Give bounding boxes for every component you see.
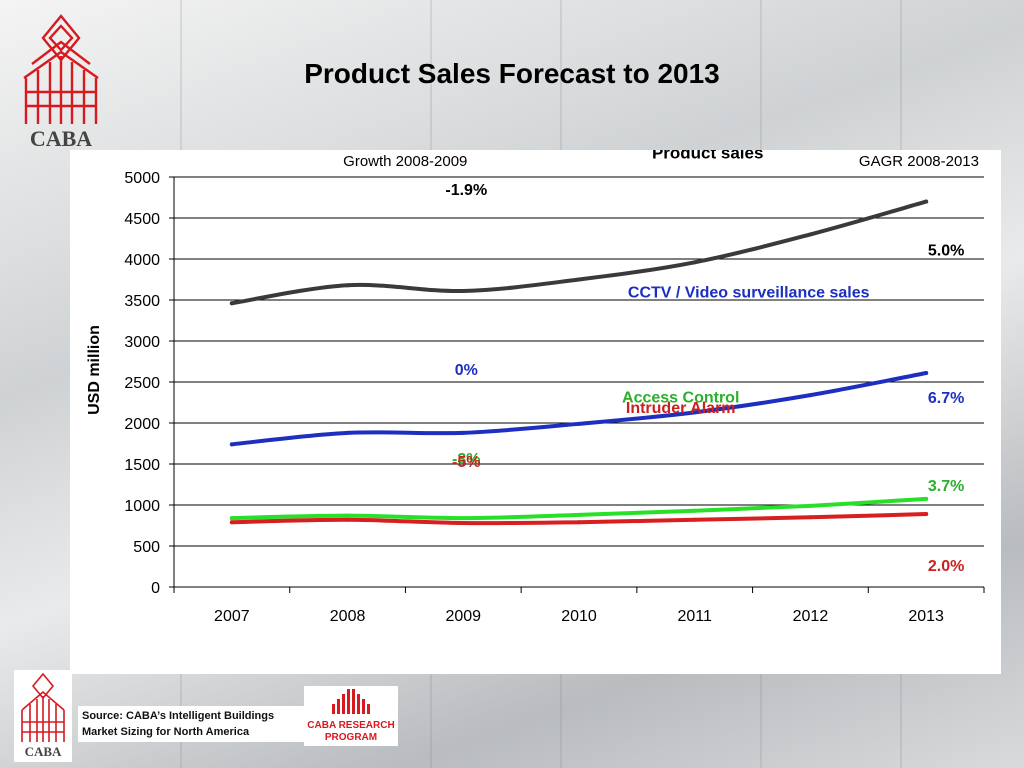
y-tick-label: 3000	[124, 334, 160, 351]
access-control-label: Access Control	[622, 390, 739, 407]
program-line-1: CABA RESEARCH	[307, 720, 395, 731]
logo-wordmark: CABA	[30, 126, 92, 151]
growth-label: 0%	[455, 362, 478, 379]
growth-header: Growth 2008-2009	[343, 153, 467, 170]
y-tick-label: 4500	[124, 211, 160, 228]
data-point	[924, 496, 929, 501]
growth-label: -1.9%	[445, 182, 487, 199]
data-point	[924, 370, 929, 375]
slide-title: Product Sales Forecast to 2013	[304, 58, 720, 89]
data-point	[692, 508, 697, 513]
growth-label: -3%	[452, 451, 480, 468]
growth-label: -5%	[452, 454, 480, 471]
y-tick-label: 2500	[124, 375, 160, 392]
x-tick-label: 2011	[678, 608, 713, 625]
cagr-header: GAGR 2008-2013	[859, 153, 979, 170]
y-tick-label: 3500	[124, 293, 160, 310]
data-point	[229, 516, 234, 521]
data-point	[692, 410, 697, 415]
cagr-label: 5.0%	[928, 243, 964, 260]
source-line-2: Market Sizing for North America	[82, 726, 250, 738]
data-point	[345, 283, 350, 288]
data-point	[461, 521, 466, 526]
data-point	[461, 516, 466, 521]
y-tick-label: 4000	[124, 252, 160, 269]
data-point	[345, 517, 350, 522]
x-tick-label: 2010	[561, 608, 597, 625]
data-point	[808, 515, 813, 520]
data-point	[229, 520, 234, 525]
data-point	[461, 288, 466, 293]
caba-logo: CABA	[12, 12, 110, 152]
data-point	[229, 301, 234, 306]
y-tick-label: 1500	[124, 457, 160, 474]
chart-panel: 0 500 1000 1500 2000 2500 3000 3500 4000 4500 5000…	[70, 150, 1001, 674]
data-point	[345, 513, 350, 518]
data-point	[692, 517, 697, 522]
x-tick-label: 2009	[445, 608, 481, 625]
cctv-sales-label: CCTV / Video surveillance sales	[628, 284, 870, 301]
data-point	[808, 232, 813, 237]
cagr-label: 6.7%	[928, 390, 964, 407]
source-line-1: Source: CABA’s Intelligent Buildings	[82, 710, 275, 722]
data-point	[577, 520, 581, 525]
source-note: Source: CABA’s Intelligent Buildings Mar…	[78, 706, 306, 742]
cagr-label: 3.7%	[928, 478, 964, 495]
y-tick-label: 0	[151, 580, 160, 597]
data-point	[577, 277, 581, 282]
y-tick-label: 500	[133, 539, 160, 556]
program-skyline-icon	[332, 689, 370, 714]
data-point	[577, 512, 581, 517]
program-line-2: PROGRAM	[324, 732, 378, 743]
y-tick-label: 2000	[124, 416, 160, 433]
x-tick-label: 2012	[793, 608, 829, 625]
y-tick-label: 5000	[124, 170, 160, 187]
data-point	[692, 260, 697, 265]
cagr-label: 2.0%	[928, 558, 964, 575]
research-program-logo: CABA RESEARCH PROGRAM	[304, 686, 398, 746]
y-axis-label: USD million	[86, 325, 103, 415]
product-sales-label: Product sales	[652, 150, 764, 162]
cctv-sales-line	[229, 370, 929, 447]
data-point	[924, 512, 929, 517]
x-tick-label: 2008	[330, 608, 366, 625]
data-point	[808, 503, 813, 508]
data-point	[577, 421, 581, 426]
x-tick-label: 2013	[908, 608, 944, 625]
data-point	[345, 430, 350, 435]
y-tick-label: 1000	[124, 498, 160, 515]
data-point	[924, 199, 929, 204]
logo-wordmark-small: CABA	[25, 744, 62, 759]
data-point	[229, 442, 234, 447]
line-chart: 0 500 1000 1500 2000 2500 3000 3500 4000 4500 5000…	[86, 150, 985, 625]
x-tick-label: 2007	[214, 608, 250, 625]
data-point	[808, 393, 813, 398]
data-point	[461, 430, 466, 435]
intruder-alarm-label: Intruder Alarm	[626, 400, 736, 417]
caba-logo-small: CABA	[14, 670, 72, 762]
